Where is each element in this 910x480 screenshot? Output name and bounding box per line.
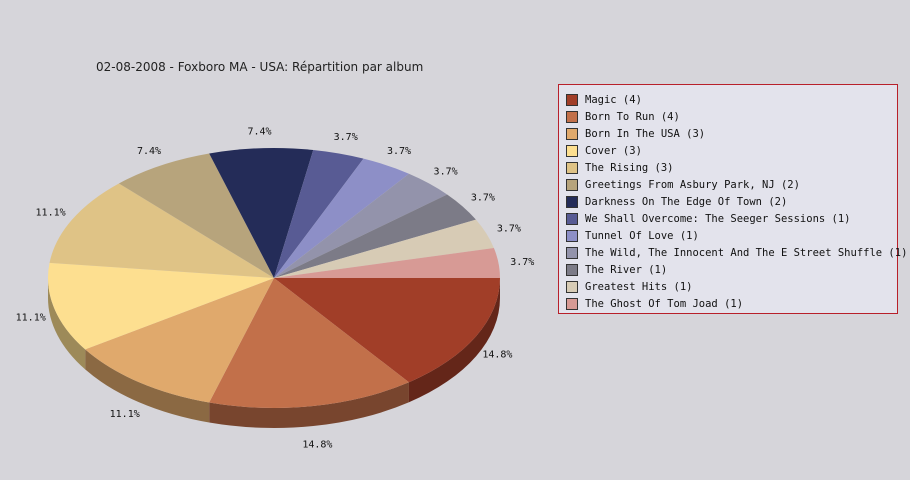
legend-swatch-10 xyxy=(566,263,578,276)
legend-swatch-9 xyxy=(566,246,578,259)
slice-label-3: 11.1% xyxy=(16,313,46,324)
legend-swatch-2 xyxy=(566,127,578,140)
slice-side-2 xyxy=(85,349,210,423)
legend-item-0: Magic (4) xyxy=(566,91,897,108)
legend-swatch-4 xyxy=(566,161,578,174)
slice-side-3 xyxy=(47,278,86,370)
legend-label-12: The Ghost Of Tom Joad (1) xyxy=(585,297,744,310)
slice-10 xyxy=(274,194,476,278)
slice-label-0: 14.8% xyxy=(482,349,512,360)
slice-11 xyxy=(274,219,494,278)
legend-swatch-3 xyxy=(566,144,578,157)
slice-4 xyxy=(49,183,274,278)
legend-label-9: The Wild, The Innocent And The E Street … xyxy=(585,246,908,259)
slice-label-4: 11.1% xyxy=(36,208,66,219)
legend-swatch-8 xyxy=(566,229,578,242)
slice-label-1: 14.8% xyxy=(302,439,332,450)
slice-8 xyxy=(274,158,409,278)
legend-item-11: Greatest Hits (1) xyxy=(566,278,897,295)
slice-label-10: 3.7% xyxy=(471,193,495,204)
legend-swatch-0 xyxy=(566,93,578,106)
legend-item-5: Greetings From Asbury Park, NJ (2) xyxy=(566,176,897,193)
legend: Magic (4) Born To Run (4) Born In The USA … xyxy=(558,84,907,314)
legend-item-3: Cover (3) xyxy=(566,142,897,159)
legend-item-6: Darkness On The Edge Of Town (2) xyxy=(566,193,897,210)
legend-label-10: The River (1) xyxy=(585,263,668,276)
slice-6 xyxy=(209,148,314,278)
legend-item-2: Born In The USA (3) xyxy=(566,125,897,142)
slice-9 xyxy=(274,173,448,278)
slice-3 xyxy=(48,262,275,350)
legend-swatch-7 xyxy=(566,212,578,225)
legend-swatch-5 xyxy=(566,178,578,191)
legend-item-9: The Wild, The Innocent And The E Street … xyxy=(566,244,907,261)
legend-swatch-1 xyxy=(566,110,578,123)
slice-label-5: 7.4% xyxy=(137,146,161,157)
legend-swatch-11 xyxy=(566,280,578,293)
legend-label-6: Darkness On The Edge Of Town (2) xyxy=(585,195,788,208)
slice-label-12: 3.7% xyxy=(510,257,534,268)
legend-label-3: Cover (3) xyxy=(585,144,642,157)
slice-5 xyxy=(118,153,274,278)
legend-swatch-6 xyxy=(566,195,578,208)
legend-item-8: Tunnel Of Love (1) xyxy=(566,227,897,244)
legend-label-4: The Rising (3) xyxy=(585,161,674,174)
slice-7 xyxy=(274,149,364,278)
legend-label-7: We Shall Overcome: The Seeger Sessions (… xyxy=(585,212,851,225)
slice-side-1 xyxy=(209,382,409,428)
legend-item-12: The Ghost Of Tom Joad (1) xyxy=(566,295,897,312)
legend-label-0: Magic (4) xyxy=(585,93,642,106)
legend-label-11: Greatest Hits (1) xyxy=(585,280,693,293)
slice-1 xyxy=(209,278,409,408)
slice-side-0 xyxy=(408,278,500,403)
legend-item-10: The River (1) xyxy=(566,261,897,278)
legend-label-5: Greetings From Asbury Park, NJ (2) xyxy=(585,178,800,191)
legend-label-1: Born To Run (4) xyxy=(585,110,680,123)
slice-label-9: 3.7% xyxy=(434,166,458,177)
slice-12 xyxy=(274,248,500,278)
slice-label-11: 3.7% xyxy=(497,223,521,234)
legend-item-1: Born To Run (4) xyxy=(566,108,897,125)
legend-label-2: Born In The USA (3) xyxy=(585,127,706,140)
legend-item-7: We Shall Overcome: The Seeger Sessions (… xyxy=(566,210,897,227)
slice-0 xyxy=(274,278,500,383)
slice-label-6: 7.4% xyxy=(247,126,271,137)
slice-label-7: 3.7% xyxy=(334,132,358,143)
legend-label-8: Tunnel Of Love (1) xyxy=(585,229,699,242)
slice-2 xyxy=(85,278,275,403)
slice-label-2: 11.1% xyxy=(110,409,140,420)
legend-swatch-12 xyxy=(566,297,578,310)
chart-title: 02-08-2008 - Foxboro MA - USA: Répartiti… xyxy=(96,60,424,74)
legend-item-4: The Rising (3) xyxy=(566,159,897,176)
slice-label-8: 3.7% xyxy=(387,146,411,157)
